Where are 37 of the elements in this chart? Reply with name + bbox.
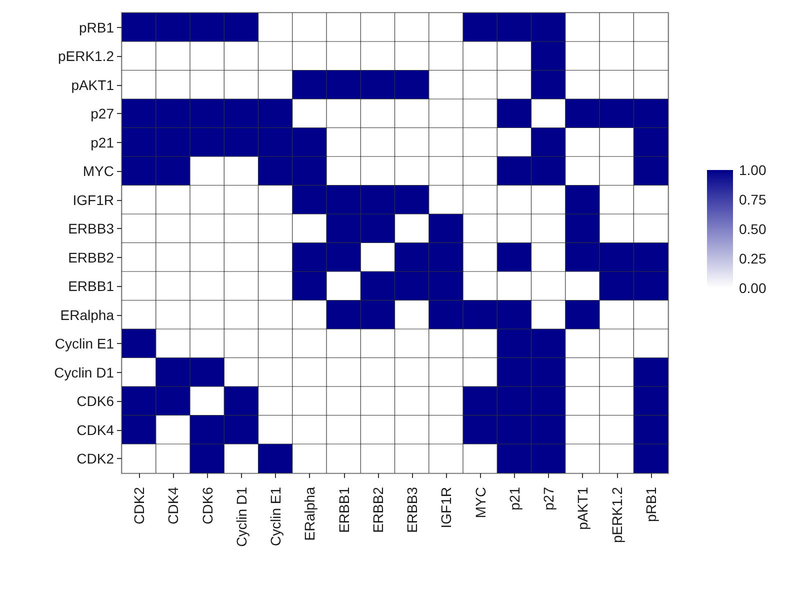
color-bar-label: 0.50 <box>739 221 766 237</box>
y-tick-label: CDK4 <box>76 422 114 438</box>
x-tick-label: ERBB3 <box>404 486 420 533</box>
y-tick-label: Cyclin E1 <box>54 336 114 352</box>
x-tick-label: p27 <box>540 486 557 510</box>
y-tick-label: CDK2 <box>76 450 114 467</box>
y-tick-label: ERBB2 <box>68 249 114 266</box>
x-tick-label: Cyclin D1 <box>233 486 250 547</box>
y-tick-label: p27 <box>90 106 114 122</box>
y-tick-label: pRB1 <box>78 19 114 36</box>
x-tick-label: CDK2 <box>131 486 148 524</box>
y-tick-label: ERBB1 <box>68 278 114 294</box>
x-tick-label: pERK1.2 <box>608 486 625 544</box>
x-tick-label: ERalpha <box>302 486 318 541</box>
y-tick-label: IGF1R <box>72 192 114 208</box>
y-tick-label: pAKT1 <box>71 76 114 93</box>
y-tick-label: Cyclin D1 <box>54 364 114 380</box>
x-tick-label: p21 <box>506 486 522 510</box>
y-tick-label: pERK1.2 <box>58 48 114 64</box>
x-tick-label: ERBB2 <box>370 486 386 533</box>
y-tick-label: MYC <box>82 163 114 180</box>
color-bar-label: 0.25 <box>739 250 766 266</box>
x-tick-label: CDK4 <box>165 486 182 524</box>
y-tick-label: ERalpha <box>60 306 114 323</box>
color-bar-label: 1.00 <box>739 162 766 178</box>
color-bar-label: 0.00 <box>739 280 766 296</box>
y-tick-label: ERBB3 <box>68 220 114 237</box>
x-tick-label: pAKT1 <box>574 486 591 530</box>
x-tick-label: CDK6 <box>199 486 216 524</box>
x-tick-label: MYC <box>472 487 488 518</box>
y-tick-label: CDK6 <box>76 393 114 410</box>
x-tick-label: Cyclin E1 <box>268 486 284 546</box>
color-bar-label: 0.75 <box>739 192 766 208</box>
x-tick-label: ERBB1 <box>336 486 352 533</box>
x-tick-label: pRB1 <box>642 486 659 522</box>
y-tick-label: p21 <box>90 134 114 150</box>
x-tick-label: IGF1R <box>438 487 454 528</box>
